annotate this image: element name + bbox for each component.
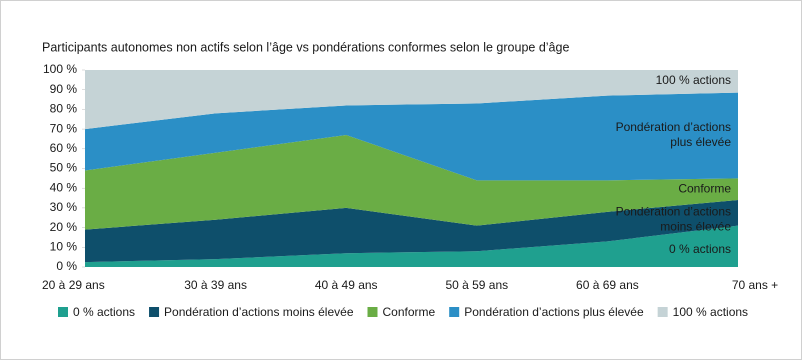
legend-swatch (149, 307, 160, 317)
y-tick-label: 0 % (56, 259, 77, 273)
annotation: Pondération d’actions (616, 205, 731, 219)
annotation: Conforme (678, 181, 731, 195)
legend-swatch (367, 307, 378, 317)
y-tick-label: 10 % (50, 239, 78, 253)
x-tick-label: 30 à 39 ans (184, 278, 247, 292)
x-tick-label: 20 à 29 ans (42, 278, 105, 292)
annotation: plus élevée (670, 135, 731, 149)
annotation: 0 % actions (669, 242, 731, 256)
x-tick-label: 40 à 49 ans (315, 278, 378, 292)
y-tick-label: 90 % (50, 82, 78, 96)
legend-label: Pondération d’actions plus élevée (464, 305, 644, 319)
area (85, 200, 738, 263)
x-tick-label: 70 ans + (732, 278, 778, 292)
y-tick-label: 80 % (50, 102, 78, 116)
x-tick-label: 50 à 59 ans (445, 278, 508, 292)
legend-label: Conforme (383, 305, 436, 319)
legend-swatch (449, 307, 460, 317)
area (85, 92, 738, 181)
legend-label: 100 % actions (673, 305, 748, 319)
y-tick-label: 70 % (50, 121, 78, 135)
legend-swatch (657, 307, 668, 317)
annotation: moins élevée (660, 220, 731, 234)
annotation: Pondération d’actions (616, 120, 731, 134)
y-tick-label: 30 % (50, 200, 78, 214)
x-tick-label: 60 à 69 ans (576, 278, 639, 292)
area (85, 70, 738, 130)
legend-label: Pondération d’actions moins élevée (164, 305, 354, 319)
y-tick-label: 50 % (50, 161, 78, 175)
y-tick-label: 60 % (50, 141, 78, 155)
y-tick-label: 40 % (50, 180, 78, 194)
chart-title: Participants autonomes non actifs selon … (42, 40, 569, 54)
area (85, 225, 738, 267)
legend-swatch (58, 307, 68, 317)
legend-label: 0 % actions (73, 305, 135, 319)
y-tick-label: 100 % (43, 62, 77, 76)
annotation: 100 % actions (656, 73, 731, 87)
y-tick-label: 20 % (50, 220, 78, 234)
area (85, 135, 738, 230)
